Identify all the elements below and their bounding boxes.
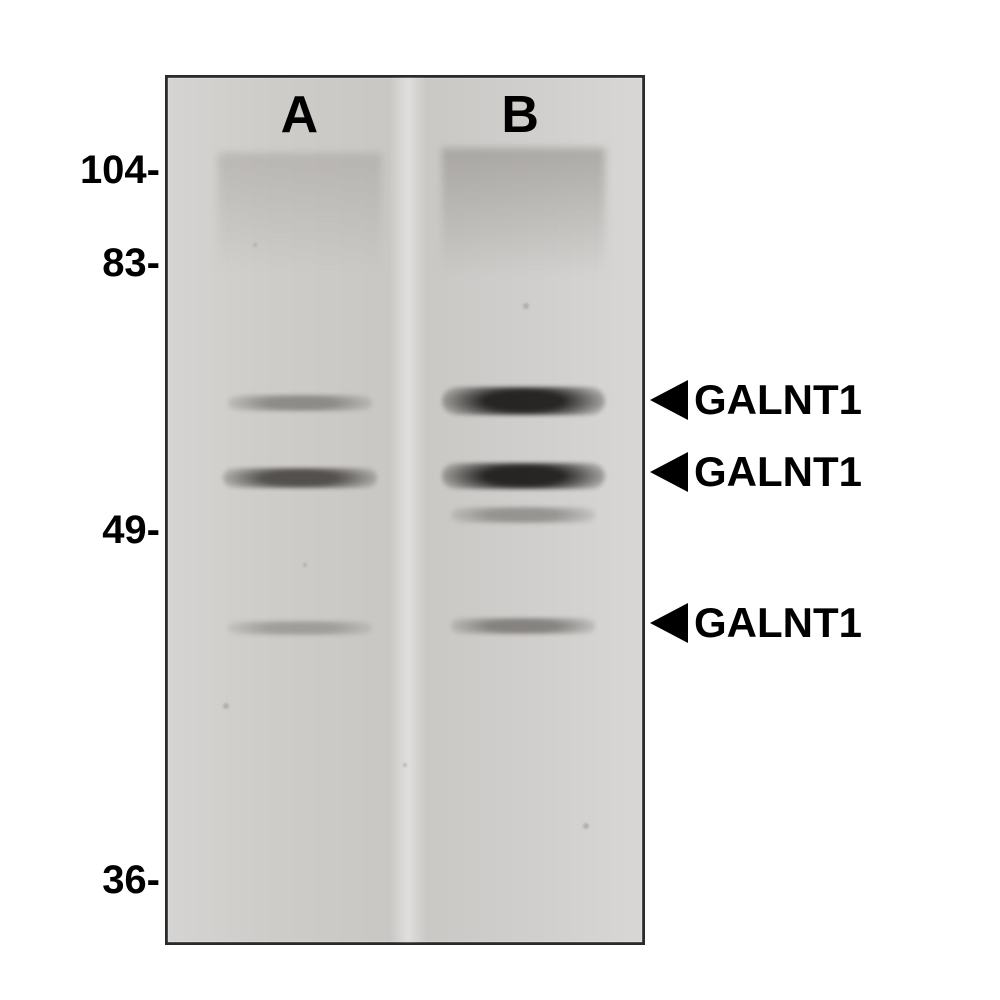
band-label-middle: GALNT1 [650, 452, 862, 492]
noise-speck [583, 823, 589, 829]
band [223, 468, 377, 488]
band-label-lower: GALNT1 [650, 603, 862, 643]
figure-canvas: A B 104- 83- 49- 36- GALNT1 GALNT1 GALNT… [0, 0, 1000, 1000]
arrowhead-icon [650, 380, 688, 420]
arrowhead-icon [650, 603, 688, 643]
noise-speck [403, 763, 407, 767]
blot-frame [165, 75, 645, 945]
band [451, 507, 595, 523]
noise-speck [523, 303, 529, 309]
band [228, 621, 372, 635]
noise-speck [253, 243, 257, 247]
lane-label-a: A [269, 85, 329, 145]
lane-label-b: B [490, 85, 550, 145]
band-label-text: GALNT1 [694, 599, 862, 647]
marker-83: 83- [0, 241, 160, 286]
marker-49: 49- [0, 508, 160, 553]
band [442, 387, 605, 415]
lane-divider [389, 78, 427, 942]
marker-36: 36- [0, 858, 160, 903]
band [442, 463, 605, 489]
noise-speck [223, 703, 229, 709]
band [228, 395, 372, 411]
arrowhead-icon [650, 452, 688, 492]
band-label-text: GALNT1 [694, 376, 862, 424]
band-label-text: GALNT1 [694, 448, 862, 496]
smear [442, 148, 605, 278]
band-label-upper: GALNT1 [650, 380, 862, 420]
band [451, 618, 595, 634]
smear [218, 153, 381, 273]
noise-speck [303, 563, 307, 567]
marker-104: 104- [0, 148, 160, 193]
